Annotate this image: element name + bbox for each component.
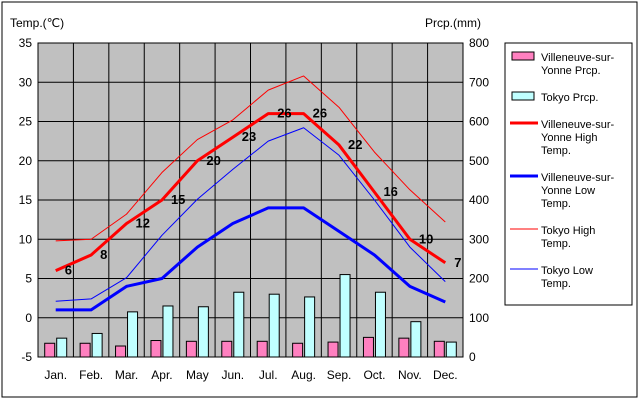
legend-label: Temp. <box>541 145 571 157</box>
x-tick-label: Nov. <box>398 368 422 382</box>
legend-label: Villeneuve-sur- <box>541 52 615 64</box>
y-right-axis-label: Prcp.(mm) <box>425 16 481 30</box>
temperature-line <box>55 127 446 302</box>
precipitation-bar <box>221 340 233 358</box>
data-label: 20 <box>206 153 220 168</box>
precipitation-bar <box>410 321 422 358</box>
precipitation-bar <box>433 340 445 358</box>
y-right-tick-label: 500 <box>469 154 489 168</box>
legend-label: Villeneuve-sur- <box>541 119 615 131</box>
data-label: 26 <box>313 106 327 121</box>
x-tick-label: Jul. <box>259 368 278 382</box>
legend-label: Tokyo Prcp. <box>541 92 598 104</box>
data-label: 23 <box>242 129 256 144</box>
precipitation-bar <box>115 345 127 358</box>
legend-swatch <box>511 51 535 61</box>
precipitation-bar <box>185 340 197 358</box>
precipitation-bar <box>445 341 457 358</box>
precipitation-bar <box>304 296 316 358</box>
data-label: 12 <box>136 216 150 231</box>
legend-label: Yonne High <box>541 132 597 144</box>
precipitation-bar <box>127 311 139 358</box>
precipitation-bar <box>79 342 91 358</box>
x-tick-label: Jan. <box>44 368 67 382</box>
x-tick-label: May <box>186 368 209 382</box>
legend-label: Villeneuve-sur- <box>541 172 615 184</box>
data-label: 6 <box>65 263 72 278</box>
y-left-tick-label: 10 <box>19 232 33 246</box>
legend-label: Tokyo Low <box>541 265 593 277</box>
x-tick-label: Sep. <box>327 368 352 382</box>
y-right-tick-label: 700 <box>469 75 489 89</box>
y-right-tick-label: 800 <box>469 36 489 50</box>
y-right-tick-label: 100 <box>469 311 489 325</box>
data-labels: 6 8 12 15 20 23 26 26 22 16 10 7 <box>65 106 462 278</box>
temperature-line <box>55 112 447 273</box>
x-tick-label: Feb. <box>79 368 103 382</box>
x-tick-label: Oct. <box>363 368 385 382</box>
precipitation-bar <box>339 274 351 358</box>
precipitation-bar <box>362 336 374 358</box>
temperature-line <box>55 206 446 312</box>
precipitation-bar <box>327 341 339 358</box>
precipitation-bar <box>256 340 268 358</box>
y-right-tick-label: 0 <box>469 350 476 364</box>
y-left-tick-label: 5 <box>25 272 32 286</box>
x-tick-label: Mar. <box>115 368 138 382</box>
precipitation-bar <box>197 306 209 358</box>
legend-swatch <box>511 91 535 101</box>
x-tick-label: Jun. <box>221 368 244 382</box>
legend-label: Temp. <box>541 198 571 210</box>
legend-box <box>504 42 633 306</box>
data-label: 26 <box>277 106 291 121</box>
y-right-tick-label: 300 <box>469 232 489 246</box>
y-left-tick-label: -5 <box>21 350 32 364</box>
y-right-tick-label: 400 <box>469 193 489 207</box>
precipitation-bar <box>44 342 56 358</box>
x-tick-label: Dec. <box>433 368 458 382</box>
data-label: 16 <box>383 184 397 199</box>
precipitation-bar <box>162 305 174 358</box>
y-left-tick-label: 35 <box>19 36 33 50</box>
data-label: 10 <box>419 231 433 246</box>
x-tick-label: Apr. <box>151 368 172 382</box>
precipitation-bar <box>56 337 68 358</box>
precipitation-bar <box>150 340 162 358</box>
data-label: 15 <box>171 192 185 207</box>
y-left-tick-label: 25 <box>19 115 33 129</box>
x-tick-label: Aug. <box>291 368 316 382</box>
precipitation-bar <box>374 291 386 358</box>
y-left-tick-label: 20 <box>19 154 33 168</box>
precipitation-bar <box>268 293 280 358</box>
y-right-tick-label: 600 <box>469 115 489 129</box>
legend-label: Temp. <box>541 238 571 250</box>
chart-frame <box>1 1 638 398</box>
temperature-lines <box>55 75 447 312</box>
legend: Villeneuve-sur-Yonne Prcp.Tokyo Prcp.Vil… <box>504 42 633 306</box>
y-left-tick-label: 0 <box>25 311 32 325</box>
precipitation-bar <box>233 291 245 358</box>
data-label: 22 <box>348 137 362 152</box>
temperature-line <box>55 75 446 242</box>
precipitation-bar <box>91 332 103 358</box>
precipitation-bar <box>292 342 304 358</box>
precipitation-bar <box>398 337 410 358</box>
grid-lines <box>38 43 463 357</box>
data-label: 8 <box>100 247 107 262</box>
y-left-tick-label: 30 <box>19 75 33 89</box>
legend-label: Yonne Prcp. <box>541 65 601 77</box>
precipitation-bars <box>44 274 457 358</box>
legend-label: Yonne Low <box>541 185 595 197</box>
legend-label: Tokyo High <box>541 225 595 237</box>
y-left-tick-label: 15 <box>19 193 33 207</box>
legend-label: Temp. <box>541 278 571 290</box>
y-right-tick-label: 200 <box>469 272 489 286</box>
data-label: 7 <box>454 255 461 270</box>
y-left-axis-label: Temp.(℃) <box>10 16 64 30</box>
